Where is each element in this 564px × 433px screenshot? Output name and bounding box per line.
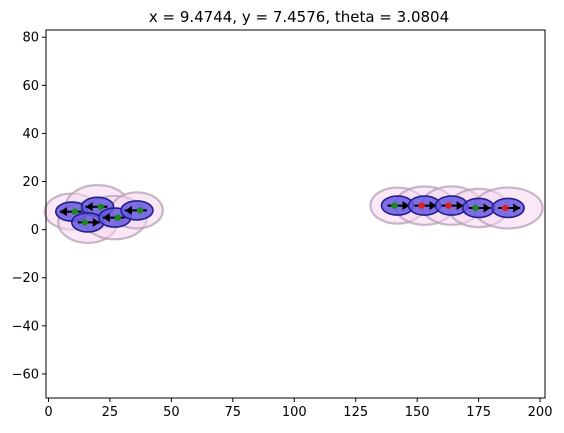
x-tick-label: 150 bbox=[405, 405, 430, 420]
y-tick-label: −20 bbox=[12, 271, 39, 286]
y-tick-label: −60 bbox=[12, 367, 39, 382]
state-marker bbox=[71, 208, 79, 215]
state-marker bbox=[114, 214, 122, 221]
x-tick-label: 175 bbox=[466, 405, 491, 420]
heading-arrowhead bbox=[429, 201, 437, 211]
heading-arrowhead bbox=[85, 202, 93, 212]
heading-arrowhead bbox=[102, 213, 110, 223]
state-marker bbox=[501, 204, 509, 212]
axes-frame bbox=[45, 29, 546, 399]
heading-arrowhead bbox=[483, 203, 491, 213]
y-tick-label: −40 bbox=[12, 319, 39, 334]
data-layer bbox=[43, 184, 544, 244]
state-marker bbox=[472, 204, 479, 212]
state-marker bbox=[391, 202, 398, 209]
y-tick-label: 80 bbox=[22, 31, 39, 46]
x-tick-label: 50 bbox=[163, 405, 180, 420]
x-tick-label: 200 bbox=[528, 405, 553, 420]
heading-arrowhead bbox=[456, 201, 464, 211]
state-marker bbox=[81, 219, 88, 226]
heading-arrowhead bbox=[59, 207, 67, 217]
state-marker bbox=[97, 203, 104, 210]
y-tick-label: 60 bbox=[22, 79, 39, 94]
axes-layer: 0 25 50 75 100 125 150 175 200 −60 −40 −20 0 20 40 60 80 bbox=[12, 31, 553, 420]
x-tick-label: 125 bbox=[343, 405, 368, 420]
chart-title: x = 9.4744, y = 7.4576, theta = 3.0804 bbox=[149, 8, 449, 26]
x-tick-label: 75 bbox=[225, 405, 242, 420]
heading-arrowhead bbox=[124, 205, 132, 215]
x-tick-label: 25 bbox=[102, 405, 119, 420]
y-tick-label: 40 bbox=[22, 127, 39, 142]
heading-arrowhead bbox=[402, 201, 410, 211]
y-tick-label: 20 bbox=[22, 175, 39, 190]
y-tick-label: 0 bbox=[31, 223, 39, 238]
state-marker bbox=[418, 202, 425, 209]
x-tick-label: 100 bbox=[282, 405, 307, 420]
heading-arrowhead bbox=[92, 217, 100, 227]
x-tick-label: 0 bbox=[44, 405, 52, 420]
heading-arrowhead bbox=[513, 203, 521, 213]
state-marker bbox=[445, 202, 452, 209]
state-marker bbox=[136, 207, 144, 214]
